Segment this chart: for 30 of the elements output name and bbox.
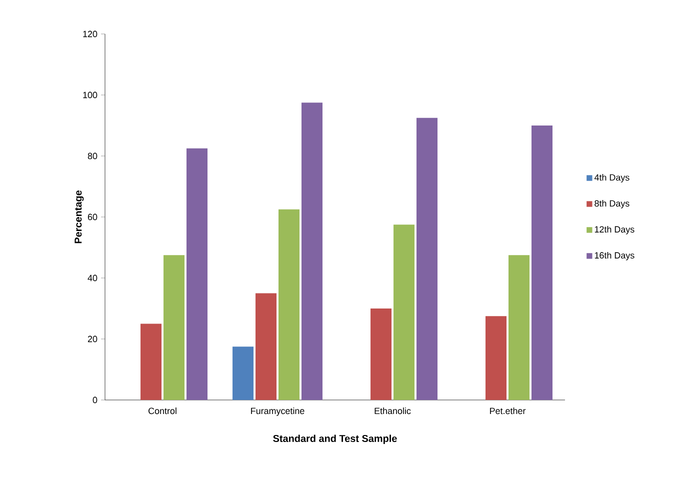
bar <box>256 293 277 400</box>
legend-label: 16th Days <box>594 252 634 260</box>
bar <box>416 118 438 400</box>
y-tick-label: 0 <box>92 396 98 404</box>
x-tick-label: Control <box>148 408 176 414</box>
bar <box>370 308 392 400</box>
y-tick-label: 20 <box>88 336 98 342</box>
bar <box>278 209 300 400</box>
bar <box>302 102 322 400</box>
legend-label: 4th Days <box>594 174 630 182</box>
x-axis-title: Standard and Test Sample <box>273 434 397 444</box>
bar <box>186 148 208 400</box>
y-tick-label: 60 <box>88 214 98 220</box>
y-tick-label: 80 <box>88 152 98 160</box>
bar <box>394 224 415 400</box>
bar <box>164 255 185 400</box>
x-tick-label: Pet.ether <box>490 408 526 414</box>
legend-label: 12th Days <box>594 226 634 234</box>
legend-label: 8th Days <box>594 200 630 208</box>
bar <box>232 346 254 400</box>
bar <box>140 324 162 400</box>
y-tick-label: 120 <box>83 30 98 38</box>
x-tick-label: Ethanolic <box>374 408 411 414</box>
y-axis-title: Percentage <box>74 190 84 244</box>
bar <box>532 125 552 400</box>
y-tick-label: 40 <box>88 274 98 282</box>
bar <box>508 255 530 400</box>
y-tick-label: 100 <box>83 92 98 98</box>
x-tick-label: Furamycetine <box>251 408 304 416</box>
bar <box>486 316 507 400</box>
